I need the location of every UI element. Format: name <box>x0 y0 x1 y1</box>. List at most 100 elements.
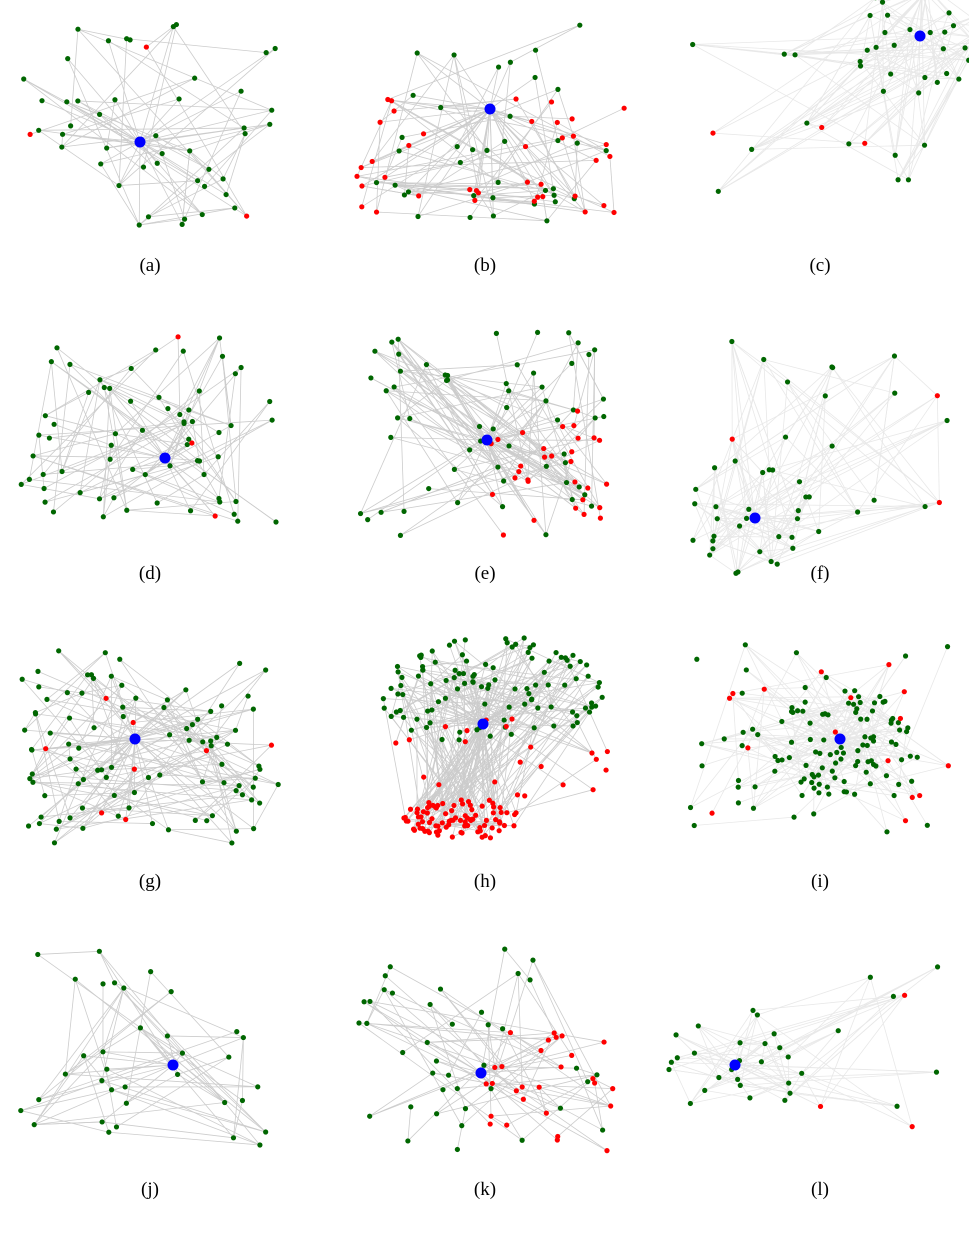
anomalous-node <box>524 179 531 185</box>
normal-node <box>463 658 470 664</box>
graph-edge <box>937 0 950 14</box>
normal-node <box>196 388 202 394</box>
graph-edge <box>717 518 793 549</box>
normal-node <box>786 1080 792 1086</box>
graph-edge <box>517 973 523 1087</box>
anomalous-node <box>517 759 523 765</box>
graph-edge <box>694 503 714 549</box>
graph-edge <box>395 675 419 744</box>
normal-node <box>785 1054 791 1060</box>
normal-node <box>534 329 541 336</box>
anomalous-node <box>554 119 560 126</box>
normal-node <box>86 389 92 395</box>
graph-panel: (k) <box>335 932 635 1232</box>
normal-node <box>541 669 547 675</box>
graph-edge <box>850 697 920 796</box>
normal-node <box>490 426 496 432</box>
normal-node <box>796 479 803 485</box>
normal-node <box>208 743 214 749</box>
normal-node <box>821 737 827 743</box>
graph-edge <box>521 1078 594 1141</box>
normal-node <box>107 456 113 462</box>
normal-node <box>674 1055 680 1061</box>
graph-edge <box>572 342 579 410</box>
normal-node <box>666 1066 672 1073</box>
graph-edge <box>813 702 875 815</box>
graph-edge <box>715 445 833 508</box>
graph-edge <box>769 469 926 507</box>
graph-edge <box>858 696 893 719</box>
graph-edge <box>134 663 240 740</box>
normal-node <box>514 362 520 368</box>
graph-edge <box>167 408 237 502</box>
normal-node <box>504 404 510 411</box>
graph-edge <box>469 89 559 218</box>
anomalous-node <box>406 142 412 149</box>
normal-node <box>914 754 920 760</box>
normal-node <box>405 1138 411 1144</box>
anomalous-node <box>560 782 566 788</box>
normal-node <box>944 644 951 650</box>
graph-edge <box>361 159 597 168</box>
normal-node <box>746 506 752 512</box>
graph-edge <box>105 698 137 778</box>
normal-node <box>574 719 580 726</box>
focus-node <box>834 733 846 745</box>
normal-node <box>832 760 839 766</box>
graph-edge <box>794 54 959 80</box>
normal-node <box>387 964 393 970</box>
normal-node <box>956 76 962 82</box>
network-graph <box>666 964 941 1130</box>
normal-node <box>365 517 371 523</box>
graph-edge <box>532 959 589 1082</box>
normal-node <box>782 1097 788 1103</box>
normal-node <box>219 761 225 767</box>
normal-node <box>710 546 716 552</box>
normal-node <box>165 405 171 412</box>
graph-edge <box>489 77 536 110</box>
anomalous-node <box>430 802 436 808</box>
normal-node <box>573 676 579 682</box>
normal-node <box>739 690 745 696</box>
graph-edge <box>360 461 572 514</box>
normal-node <box>196 458 203 464</box>
graph-edge <box>177 336 181 415</box>
normal-node <box>553 649 559 656</box>
graph-edge <box>763 359 770 470</box>
anomalous-node <box>481 822 488 829</box>
normal-node <box>456 737 462 743</box>
anomalous-node <box>540 194 546 200</box>
graph-edge <box>848 47 969 145</box>
normal-node <box>263 667 269 673</box>
normal-node <box>176 96 182 102</box>
normal-node <box>493 330 499 336</box>
normal-node <box>399 134 405 140</box>
anomalous-node <box>501 822 507 829</box>
normal-node <box>263 50 269 56</box>
graph-edge <box>692 359 765 541</box>
graph-edge <box>532 959 612 1107</box>
normal-node <box>123 1100 129 1106</box>
normal-node <box>36 1097 42 1103</box>
anomalous-node <box>393 740 399 746</box>
graph-edge <box>794 29 911 56</box>
graph-edge <box>61 24 177 148</box>
normal-node <box>485 1022 491 1028</box>
graph-edge <box>83 1055 110 1133</box>
normal-node <box>77 490 83 496</box>
graph-edge <box>739 525 772 562</box>
graph-edge <box>427 1032 555 1043</box>
normal-node <box>800 708 806 714</box>
anomalous-node <box>593 157 599 163</box>
anomalous-node <box>493 817 499 823</box>
graph-edge <box>51 361 205 475</box>
graph-edge <box>426 364 470 451</box>
graph-edge <box>400 439 600 536</box>
anomalous-node <box>418 814 424 820</box>
normal-node <box>437 986 444 992</box>
graph-edge <box>391 100 491 110</box>
graph-edge <box>749 1082 789 1099</box>
graph-edge <box>188 663 240 741</box>
graph-edge <box>921 0 925 146</box>
normal-node <box>257 800 263 806</box>
